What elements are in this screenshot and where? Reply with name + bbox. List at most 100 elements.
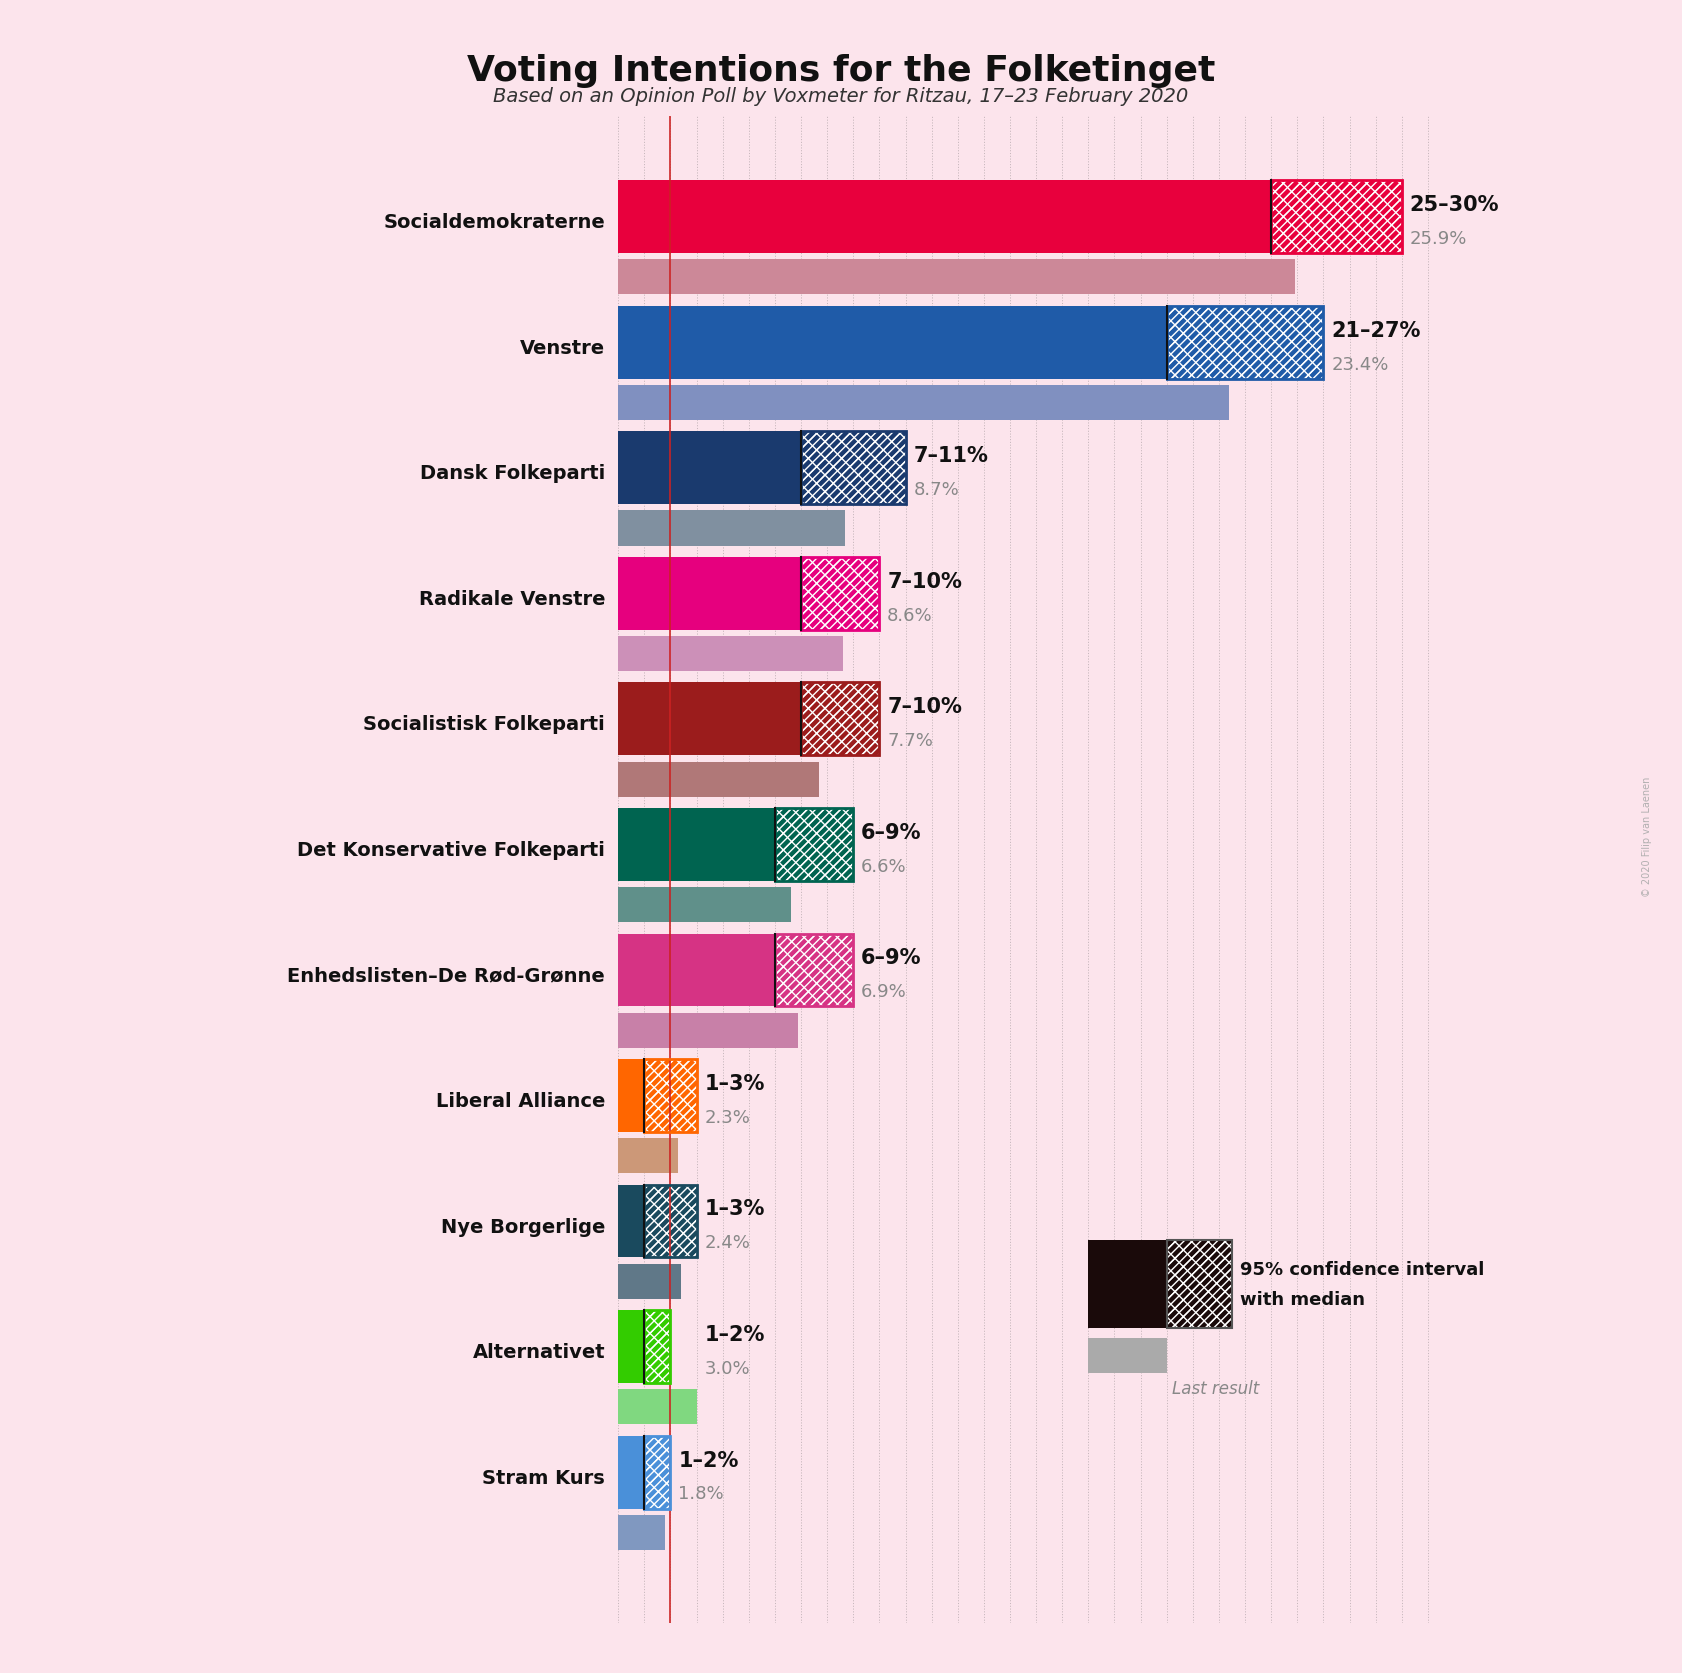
Bar xyxy=(801,557,880,631)
Bar xyxy=(644,1310,671,1384)
Bar xyxy=(801,683,880,756)
Bar xyxy=(644,1310,671,1384)
Text: 95% confidence interval: 95% confidence interval xyxy=(1240,1260,1484,1278)
Text: 1–3%: 1–3% xyxy=(705,1074,765,1092)
Bar xyxy=(619,1138,678,1174)
Bar xyxy=(644,1435,671,1509)
Text: 8.6%: 8.6% xyxy=(886,606,934,624)
Text: 7–10%: 7–10% xyxy=(886,698,962,716)
Bar xyxy=(619,181,1272,254)
Bar xyxy=(1167,306,1324,380)
Bar xyxy=(619,808,775,882)
Bar xyxy=(801,557,880,631)
Bar xyxy=(619,385,1230,420)
Bar xyxy=(619,934,775,1007)
Bar xyxy=(644,1310,671,1384)
Text: Det Konservative Folkeparti: Det Konservative Folkeparti xyxy=(298,840,606,860)
Text: Enhedslisten–De Rød-Grønne: Enhedslisten–De Rød-Grønne xyxy=(288,965,606,985)
Bar xyxy=(619,763,819,796)
Bar xyxy=(644,1184,696,1258)
Bar xyxy=(619,1265,681,1298)
Text: Nye Borgerlige: Nye Borgerlige xyxy=(441,1216,606,1236)
Bar xyxy=(775,934,853,1007)
Text: 6.6%: 6.6% xyxy=(861,857,907,875)
Text: 23.4%: 23.4% xyxy=(1330,355,1389,373)
Bar xyxy=(1167,1240,1231,1328)
Bar xyxy=(775,808,853,882)
Bar xyxy=(619,1059,644,1133)
Bar xyxy=(801,683,880,756)
Bar xyxy=(1167,306,1324,380)
Text: 7–10%: 7–10% xyxy=(886,572,962,591)
Text: 25–30%: 25–30% xyxy=(1410,196,1499,214)
Text: Liberal Alliance: Liberal Alliance xyxy=(436,1091,606,1111)
Bar xyxy=(775,934,853,1007)
Text: © 2020 Filip van Laenen: © 2020 Filip van Laenen xyxy=(1642,776,1652,897)
Bar xyxy=(1272,181,1401,254)
Bar xyxy=(619,636,843,671)
Text: Venstre: Venstre xyxy=(520,338,606,358)
Text: 6.9%: 6.9% xyxy=(861,982,907,1000)
Bar xyxy=(644,1184,696,1258)
Bar xyxy=(644,1184,696,1258)
Text: 6–9%: 6–9% xyxy=(861,949,922,967)
Text: 21–27%: 21–27% xyxy=(1330,321,1421,340)
Bar xyxy=(1167,1240,1231,1328)
Bar xyxy=(1167,306,1324,380)
Bar xyxy=(644,1059,696,1133)
Text: Dansk Folkeparti: Dansk Folkeparti xyxy=(420,463,606,483)
Bar xyxy=(801,432,905,505)
Bar xyxy=(619,1012,799,1047)
Text: 8.7%: 8.7% xyxy=(913,480,959,499)
Bar xyxy=(775,808,853,882)
Bar xyxy=(1088,1240,1167,1328)
Bar xyxy=(644,1435,671,1509)
Text: Voting Intentions for the Folketinget: Voting Intentions for the Folketinget xyxy=(468,54,1214,87)
Bar xyxy=(775,808,853,882)
Text: 7–11%: 7–11% xyxy=(913,447,989,465)
Bar xyxy=(1272,181,1401,254)
Text: Stram Kurs: Stram Kurs xyxy=(483,1467,606,1487)
Bar xyxy=(619,261,1295,294)
Bar xyxy=(619,306,1167,380)
Bar xyxy=(801,683,880,756)
Bar xyxy=(644,1435,671,1509)
Text: 6–9%: 6–9% xyxy=(861,823,922,842)
Bar xyxy=(801,683,880,756)
Bar xyxy=(619,1310,644,1384)
Bar xyxy=(801,432,905,505)
Bar xyxy=(1272,181,1401,254)
Bar xyxy=(1272,181,1401,254)
Bar xyxy=(644,1435,671,1509)
Bar xyxy=(644,1310,671,1384)
Bar xyxy=(619,887,791,923)
Text: 25.9%: 25.9% xyxy=(1410,229,1467,248)
Bar xyxy=(644,1184,696,1258)
Bar xyxy=(1167,1240,1231,1328)
Text: 1–2%: 1–2% xyxy=(678,1450,738,1469)
Text: with median: with median xyxy=(1240,1290,1364,1308)
Text: 2.3%: 2.3% xyxy=(705,1108,750,1126)
Bar xyxy=(775,934,853,1007)
Text: 2.4%: 2.4% xyxy=(705,1233,750,1251)
Bar xyxy=(619,1184,644,1258)
Text: Alternativet: Alternativet xyxy=(473,1342,606,1362)
Bar xyxy=(1088,1338,1167,1374)
Text: Socialistisk Folkeparti: Socialistisk Folkeparti xyxy=(363,714,606,734)
Bar xyxy=(801,432,905,505)
Text: Based on an Opinion Poll by Voxmeter for Ritzau, 17–23 February 2020: Based on an Opinion Poll by Voxmeter for… xyxy=(493,87,1189,105)
Bar xyxy=(619,1435,644,1509)
Bar xyxy=(619,557,801,631)
Text: 3.0%: 3.0% xyxy=(705,1358,750,1377)
Bar xyxy=(619,1516,664,1549)
Bar xyxy=(619,512,846,545)
Text: Socialdemokraterne: Socialdemokraterne xyxy=(383,212,606,233)
Text: 1.8%: 1.8% xyxy=(678,1484,723,1502)
Text: 7.7%: 7.7% xyxy=(886,731,934,750)
Bar xyxy=(775,808,853,882)
Bar xyxy=(801,557,880,631)
Bar xyxy=(1167,1240,1231,1328)
Bar xyxy=(619,683,801,756)
Bar xyxy=(644,1059,696,1133)
Bar xyxy=(801,557,880,631)
